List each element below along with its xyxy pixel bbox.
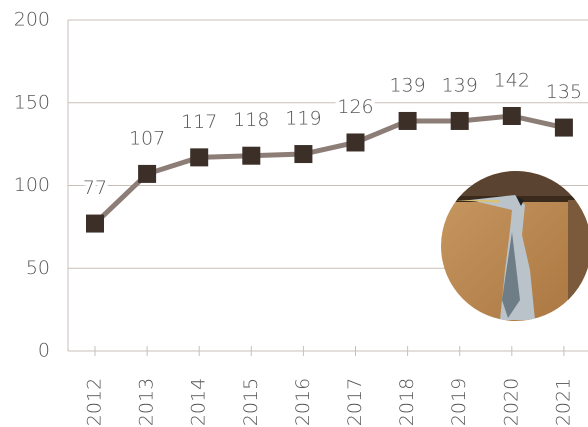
data-point xyxy=(399,112,417,130)
data-label: 119 xyxy=(285,108,321,130)
data-label: 126 xyxy=(337,96,373,118)
x-tick-label: 2019 xyxy=(448,378,470,426)
data-point xyxy=(138,165,156,183)
x-tick-label: 2020 xyxy=(500,378,522,426)
data-point xyxy=(190,148,208,166)
x-tick-label: 2016 xyxy=(292,378,314,426)
x-tick-label: 2013 xyxy=(136,378,158,426)
x-tick-label: 2012 xyxy=(84,378,106,426)
data-point xyxy=(294,145,312,163)
data-point xyxy=(503,107,521,125)
data-label: 142 xyxy=(494,69,530,91)
data-point xyxy=(242,147,260,165)
data-label: 77 xyxy=(83,177,107,199)
y-tick-label: 50 xyxy=(26,257,50,279)
x-tick-label: 2021 xyxy=(552,378,574,426)
data-point xyxy=(347,133,365,151)
x-tick-label: 2014 xyxy=(188,378,210,426)
x-tick-label: 2018 xyxy=(396,378,418,426)
y-tick-label: 100 xyxy=(14,174,50,196)
data-label: 139 xyxy=(389,74,425,96)
data-label: 139 xyxy=(442,74,478,96)
data-point xyxy=(451,112,469,130)
chart: 0 50 100 150 200 2012 2013 2014 2015 2016 2017 2018… xyxy=(0,0,588,427)
y-tick-label: 150 xyxy=(14,91,50,113)
data-label: 117 xyxy=(181,111,217,133)
x-tick-label: 2017 xyxy=(344,378,366,426)
data-point xyxy=(86,215,104,233)
heron-photo xyxy=(440,170,588,322)
y-tick-label: 0 xyxy=(38,340,50,362)
data-label: 135 xyxy=(546,81,582,103)
data-point xyxy=(555,119,573,137)
data-label: 118 xyxy=(233,109,269,131)
y-tick-label: 200 xyxy=(14,9,50,31)
x-tick-label: 2015 xyxy=(240,378,262,426)
data-label: 107 xyxy=(129,127,165,149)
